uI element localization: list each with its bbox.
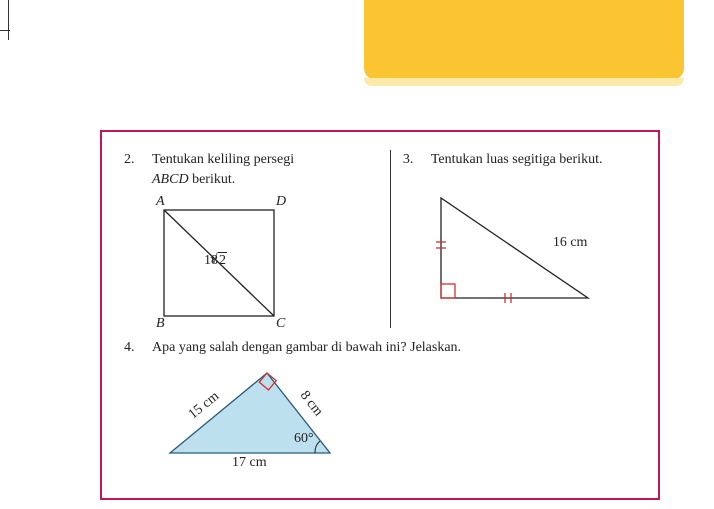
page-edge-mark [8,0,10,40]
q2-text-span: Tentukan keliling persegi [152,152,294,167]
label-hyp: 16 cm [553,235,588,251]
q2-line2: ABCD berikut. [124,172,380,188]
q4-number: 4. [124,338,142,358]
label-D: D [276,194,286,210]
row-q4: 4. Apa yang salah dengan gambar di bawah… [124,338,636,474]
q4-text: Apa yang salah dengan gambar di bawah in… [152,338,636,358]
header-yellow-shadow [364,78,684,86]
q3-line1: 3. Tentukan luas segitiga berikut. [403,150,636,170]
q4-line1: 4. Apa yang salah dengan gambar di bawah… [124,338,636,358]
label-60deg: 60° [294,431,314,447]
col-q3: 3. Tentukan luas segitiga berikut. 16 cm [390,150,636,328]
label-A: A [156,194,165,210]
label-17cm: 17 cm [232,455,267,471]
row-q2-q3: 2. Tentukan keliling persegi ABCD beriku… [124,150,636,328]
figure-square: A D B C 18 2 √ [152,198,292,328]
col-q2: 2. Tentukan keliling persegi ABCD beriku… [124,150,390,328]
q2-abcd: ABCD [152,172,189,187]
q4-svg [152,363,382,473]
q2-line1: 2. Tentukan keliling persegi [124,150,380,170]
page-edge-tick [0,30,10,31]
header-yellow-box [364,0,684,80]
figure-triangle: 16 cm [413,180,613,320]
label-C: C [276,316,285,332]
label-B: B [156,316,165,332]
q3-number: 3. [403,150,421,170]
q2-number: 2. [124,150,142,170]
q3-text: Tentukan luas segitiga berikut. [431,150,636,170]
label-diagonal: 18 2 √ [204,253,227,269]
figure-q4-triangle: 15 cm 8 cm 17 cm 60° [152,363,382,473]
content-frame: 2. Tentukan keliling persegi ABCD beriku… [100,130,660,500]
q2-line2-tail: berikut. [189,172,236,187]
q2-text: Tentukan keliling persegi [152,150,380,170]
